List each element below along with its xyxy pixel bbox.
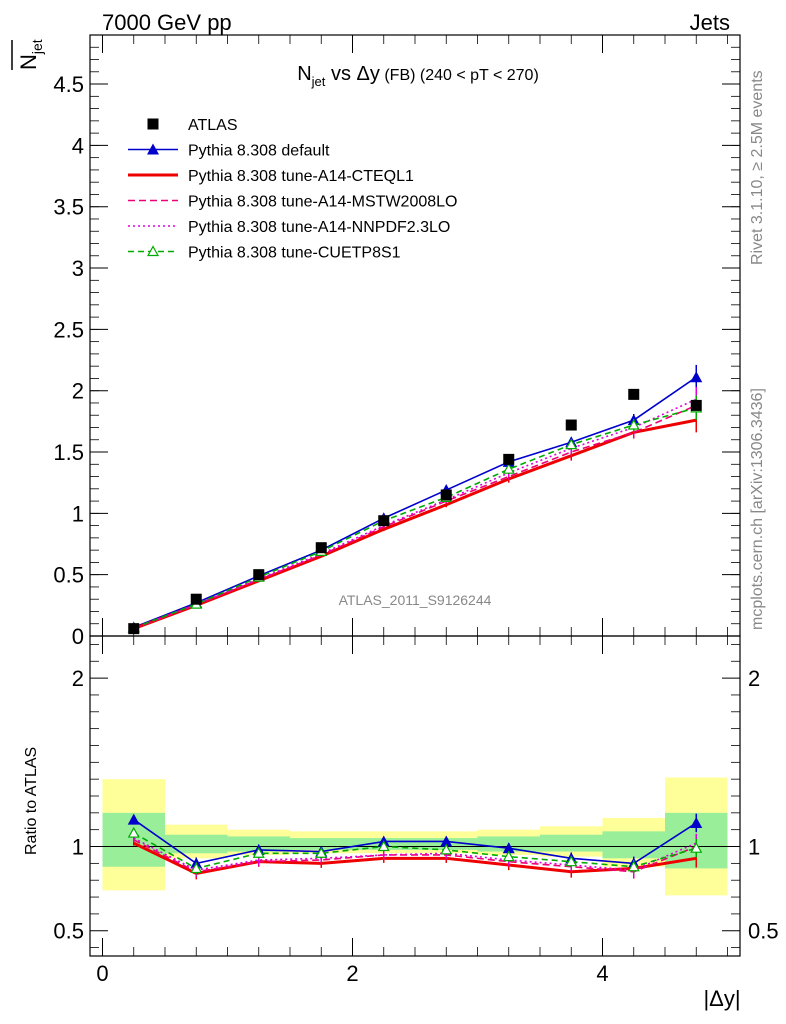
ratio-bands — [90, 777, 740, 896]
ylabel-sub: jet — [29, 39, 45, 55]
xlabel: |Δy| — [703, 986, 740, 1011]
band-inner-8 — [602, 831, 665, 859]
rivet-label: Rivet 3.1.10, ≥ 2.5M events — [749, 70, 766, 265]
xtick-label-2: 4 — [596, 961, 608, 986]
ytick-label-4: 2 — [72, 379, 84, 404]
series-line-3 — [133, 398, 697, 630]
svg-text:Njet: Njet — [16, 39, 45, 70]
site-label: mcplots.cern.ch [arXiv:1306.3436] — [749, 388, 766, 630]
legend-marker-5 — [146, 245, 160, 257]
ytick-label-5: 2.5 — [53, 317, 84, 342]
main-ylabel: Njet — [16, 39, 45, 70]
ylabel-main: N — [16, 54, 41, 70]
data-point-6 — [503, 453, 515, 465]
ratio-point-4-1 — [190, 862, 203, 874]
legend-label-0: ATLAS — [188, 117, 238, 134]
ytick-label-7: 3.5 — [53, 195, 84, 220]
ratio-point-4-4 — [377, 840, 390, 852]
band-inner-1 — [165, 834, 228, 854]
series-point-0-9 — [690, 371, 703, 383]
process-label: Jets — [690, 10, 730, 35]
legend-label-1: Pythia 8.308 default — [188, 143, 330, 160]
ratio-point-4-6 — [502, 850, 515, 862]
ratio-point-4-3 — [315, 847, 328, 858]
main-plot — [127, 364, 703, 635]
svg-text:Njet vs Δy (FB) (240 < pT < 27: Njet vs Δy (FB) (240 < pT < 270) — [297, 63, 539, 89]
ratio-line-2 — [133, 839, 697, 873]
legend-label-2: Pythia 8.308 tune-A14-CTEQL1 — [188, 168, 414, 185]
ratio-point-4-5 — [440, 843, 453, 855]
ratio-point-0-0 — [127, 813, 140, 825]
rtick-label-r-1: 1 — [748, 835, 760, 860]
data-point-9 — [690, 399, 702, 411]
xtick-label-1: 2 — [346, 961, 358, 986]
energy-label: 7000 GeV pp — [102, 10, 232, 35]
ytick-label-6: 3 — [72, 256, 84, 281]
data-point-3 — [315, 542, 327, 554]
ratio-line-3 — [133, 837, 697, 871]
series-line-4 — [133, 407, 697, 629]
series-point-4-7 — [565, 438, 578, 450]
legend-label-4: Pythia 8.308 tune-A14-NNPDF2.3LO — [188, 219, 450, 236]
ratio-line-1 — [133, 841, 697, 876]
ratio-plot — [127, 813, 703, 880]
band-inner-3 — [290, 838, 353, 850]
rtick-label-r-2: 2 — [748, 666, 760, 691]
data-point-1 — [190, 593, 202, 605]
ytick-label-1: 0.5 — [53, 563, 84, 588]
rtick-label-l-0: 0.5 — [53, 919, 84, 944]
title-range: (240 < pT < 270) — [415, 67, 538, 84]
ratio-point-4-8 — [627, 860, 640, 872]
legend-label-5: Pythia 8.308 tune-CUETP8S1 — [188, 245, 401, 262]
ratio-point-4-2 — [252, 847, 265, 858]
ytick-label-0: 0 — [72, 624, 84, 649]
title-rest: vs Δy — [325, 63, 379, 85]
axes: 0 0.5 1 1.5 2 2.5 3 3.5 4 4.5 0.5 0.5 1 1 2 2 0 2 4 — [53, 34, 779, 986]
ratio-point-4-7 — [565, 855, 578, 867]
data-point-4 — [378, 515, 390, 527]
data-point-5 — [440, 489, 452, 501]
data-point-8 — [628, 388, 640, 400]
ytick-label-2: 1 — [72, 501, 84, 526]
series-line-0 — [133, 376, 697, 629]
band-inner-7 — [540, 834, 603, 852]
legend: ATLAS Pythia 8.308 default Pythia 8.308 tu… — [128, 117, 457, 262]
ratio-point-4-0 — [127, 826, 140, 838]
ratio-point-0-5 — [440, 835, 453, 847]
series-point-4-6 — [502, 462, 515, 474]
title-main: N — [297, 63, 311, 85]
series-point-4-8 — [627, 418, 640, 430]
rtick-label-l-2: 2 — [72, 666, 84, 691]
title-sub: jet — [311, 74, 326, 89]
legend-marker-1 — [147, 143, 159, 155]
data-point-7 — [565, 419, 577, 431]
ytick-label-8: 4 — [72, 133, 84, 158]
ratio-point-4-9 — [690, 841, 703, 853]
ratio-frame — [89, 635, 741, 957]
legend-marker-0 — [147, 118, 159, 130]
ratio-line-0 — [133, 818, 697, 865]
rtick-label-r-0: 0.5 — [748, 919, 779, 944]
ratio-point-0-9 — [690, 816, 703, 828]
ratio-ylabel: Ratio to ATLAS — [23, 747, 40, 855]
ratio-line-4 — [133, 832, 697, 870]
xtick-label-0: 0 — [96, 961, 108, 986]
ytick-label-9: 4.5 — [53, 72, 84, 97]
chart-title: Njet vs Δy (FB) (240 < pT < 270) — [297, 63, 539, 89]
series-line-1 — [133, 418, 697, 631]
title-fb: (FB) — [380, 67, 416, 84]
legend-label-3: Pythia 8.308 tune-A14-MSTW2008LO — [188, 194, 457, 211]
ytick-label-3: 1.5 — [53, 440, 84, 465]
analysis-label: ATLAS_2011_S9126244 — [339, 592, 492, 608]
ratio-point-0-6 — [502, 842, 515, 854]
data-point-2 — [253, 569, 265, 581]
rtick-label-l-1: 1 — [72, 835, 84, 860]
